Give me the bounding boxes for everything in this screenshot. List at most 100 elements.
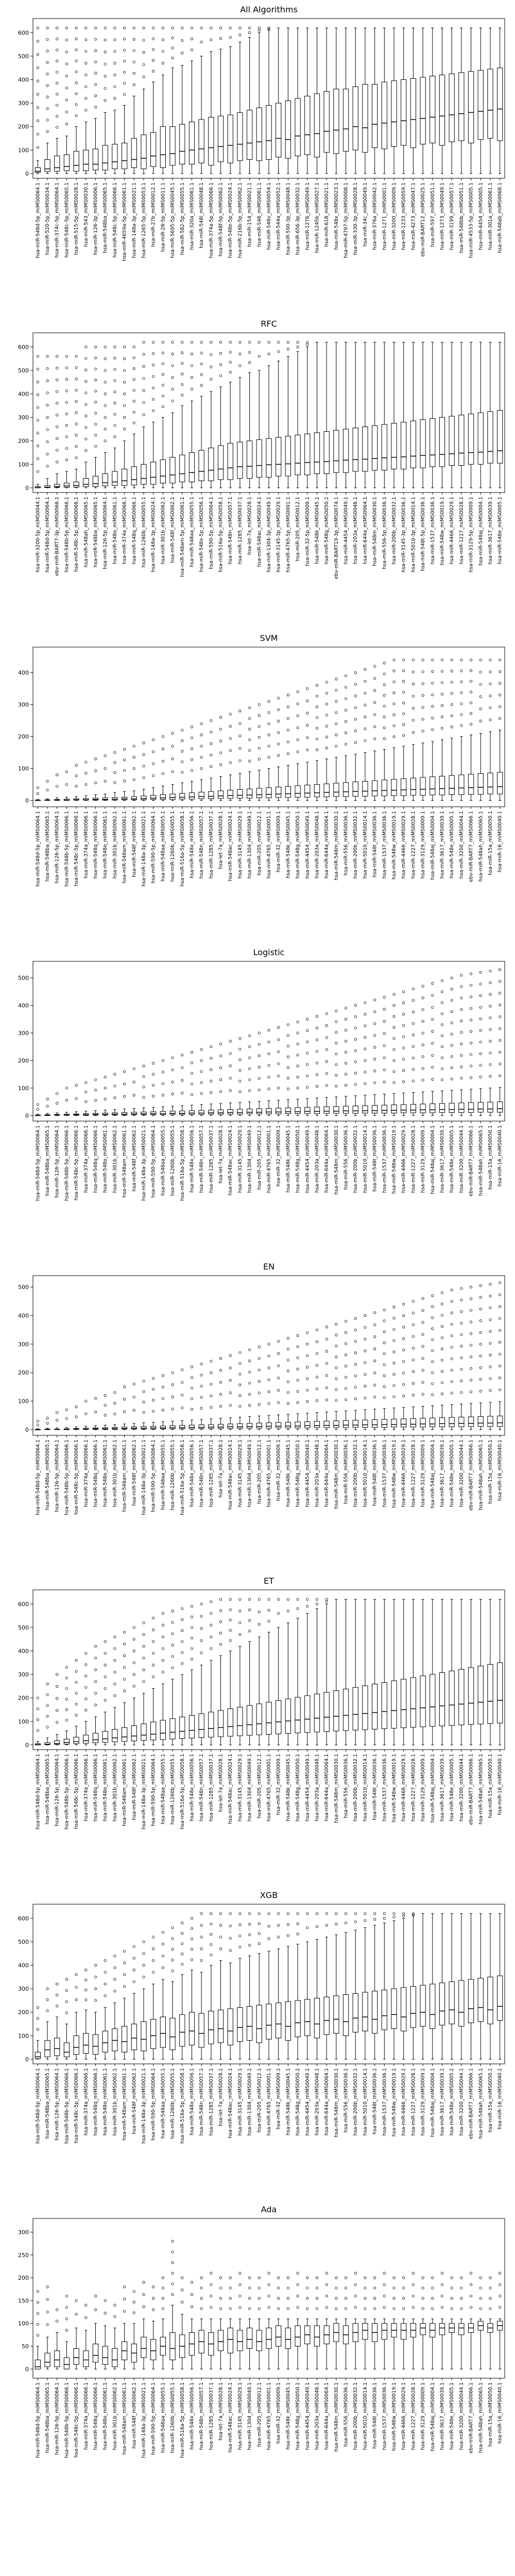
x-tick-label: hsa-miR-548o_miMS0061.1 xyxy=(102,2068,108,2136)
x-tick-label: hsa-miR-3200-5p_miMS0044.1 xyxy=(35,497,41,572)
outlier-point xyxy=(36,66,39,70)
outlier-point xyxy=(56,449,59,452)
outlier-point xyxy=(267,1366,270,1369)
outlier-point xyxy=(373,1311,376,1314)
y-tick-label: 0 xyxy=(25,1427,29,1433)
box-4 xyxy=(63,1978,70,2060)
outlier-point xyxy=(104,439,107,443)
outlier-point xyxy=(344,1319,348,1323)
outlier-point xyxy=(267,2294,270,2298)
outlier-point xyxy=(94,345,97,348)
outlier-point xyxy=(229,1639,232,1642)
box-iqr xyxy=(198,119,204,163)
box-iqr xyxy=(449,775,455,795)
outlier-point xyxy=(181,1066,184,1069)
outlier-point xyxy=(123,71,126,74)
x-tick-label: hsa-miR-1260b_miMS0055.1 xyxy=(170,811,176,882)
outlier-point xyxy=(296,702,299,705)
box-47 xyxy=(477,1284,484,1430)
outlier-point xyxy=(36,1697,39,1700)
outlier-point xyxy=(161,2276,164,2279)
box-18 xyxy=(198,341,204,488)
outlier-point xyxy=(171,1093,174,1096)
outlier-point xyxy=(94,1680,97,1683)
outlier-point xyxy=(344,686,348,689)
outlier-point xyxy=(460,974,463,977)
box-49 xyxy=(497,658,503,801)
box-iqr xyxy=(439,1103,445,1113)
x-tick-label: hsa-miR-548n_miMS0057.1 xyxy=(199,811,204,878)
box-47 xyxy=(477,27,484,174)
outlier-point xyxy=(123,769,126,772)
outlier-point xyxy=(113,1966,116,1969)
x-tick-label: hsa-miR-1227_miMS0028.1 xyxy=(410,1125,416,1193)
outlier-point xyxy=(335,689,338,692)
box-iqr xyxy=(44,1742,50,1745)
outlier-point xyxy=(56,402,59,405)
outlier-point xyxy=(267,722,270,725)
box-9 xyxy=(112,1954,118,2060)
box-iqr xyxy=(362,1685,368,1730)
outlier-point xyxy=(499,1004,502,1007)
outlier-point xyxy=(36,119,39,123)
outlier-point xyxy=(402,1012,405,1016)
box-iqr xyxy=(497,1975,503,2021)
box-32 xyxy=(333,1323,339,1430)
outlier-point xyxy=(267,1040,270,1044)
outlier-point xyxy=(94,357,97,360)
box-22 xyxy=(237,2272,243,2369)
box-33 xyxy=(342,27,349,174)
outlier-point xyxy=(210,719,213,722)
box-36 xyxy=(371,1311,378,1430)
outlier-point xyxy=(286,1087,289,1091)
outlier-point xyxy=(171,1408,174,1411)
box-34 xyxy=(352,1317,358,1430)
outlier-point xyxy=(450,1055,453,1058)
x-tick-label: hsa-miR-548o_miMS0061.1 xyxy=(112,497,118,564)
y-tick-label: 500 xyxy=(18,1939,29,1945)
box-12 xyxy=(141,741,147,801)
y-tick-label: 0 xyxy=(25,171,29,177)
outlier-point xyxy=(489,1283,492,1286)
outlier-point xyxy=(315,1050,319,1053)
outlier-point xyxy=(152,738,155,741)
outlier-point xyxy=(354,683,357,686)
outlier-point xyxy=(200,1406,203,1410)
outlier-point xyxy=(306,1354,309,1357)
outlier-point xyxy=(161,760,164,763)
box-iqr xyxy=(362,1992,368,2031)
outlier-point xyxy=(431,994,434,997)
outlier-point xyxy=(489,1028,492,1031)
outlier-point xyxy=(248,351,251,354)
x-tick-label: hsa-miR-548aj_miMS0004.1 xyxy=(478,497,484,566)
x-tick-label: hsa-miR-548ac_miMS0024.1 xyxy=(228,2068,233,2138)
box-iqr xyxy=(333,430,339,473)
box-29 xyxy=(304,27,311,174)
outlier-point xyxy=(200,40,203,44)
x-tick-label: hsa-let-7a_miMS0028.1 xyxy=(218,811,224,869)
outlier-point xyxy=(104,1675,107,1679)
outlier-point xyxy=(56,126,59,129)
outlier-point xyxy=(450,1032,453,1036)
box-40 xyxy=(410,658,417,801)
y-tick-label: 100 xyxy=(18,147,29,154)
outlier-point xyxy=(210,2272,213,2275)
x-tick-label: hsa-miR-376a_miMS0042.1 xyxy=(372,182,378,250)
outlier-point xyxy=(65,378,68,381)
box-37 xyxy=(381,342,387,488)
box-46 xyxy=(468,1285,474,1430)
outlier-point xyxy=(248,1608,251,1612)
outlier-point xyxy=(335,1052,338,1056)
outlier-point xyxy=(460,1054,463,1057)
outlier-point xyxy=(296,1334,299,1337)
box-iqr xyxy=(333,1420,339,1428)
x-tick-label: hsa-miR-548b-5p_miMS0066.1 xyxy=(64,2382,70,2458)
outlier-point xyxy=(113,2315,116,2318)
outlier-point xyxy=(479,982,482,986)
outlier-point xyxy=(142,353,145,356)
outlier-point xyxy=(181,728,184,732)
outlier-point xyxy=(142,1064,145,1067)
x-tick-label: hsa-miR-548q_miMS0066.1 xyxy=(93,2382,99,2450)
outlier-point xyxy=(306,699,309,702)
outlier-point xyxy=(499,1388,502,1392)
